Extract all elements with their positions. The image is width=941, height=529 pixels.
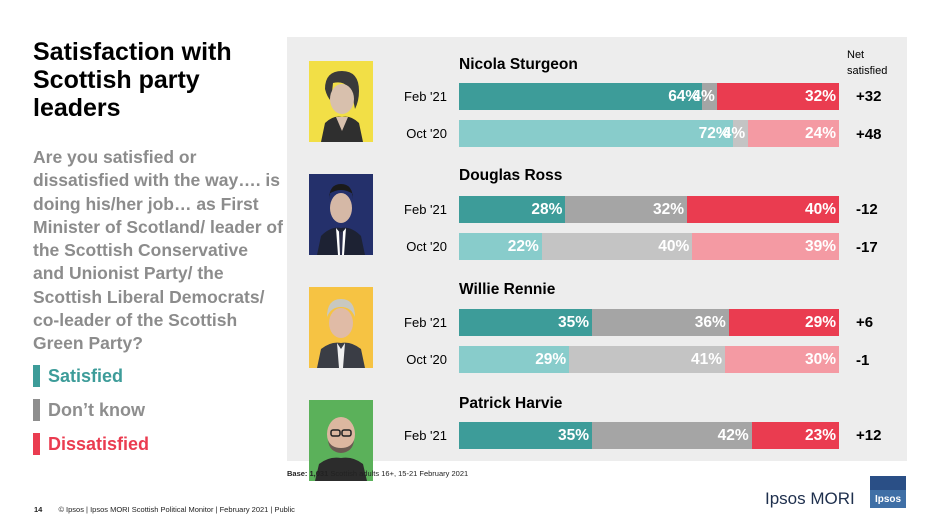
bar-data-label: 29% (535, 351, 567, 368)
ipsos-logo: Ipsos (870, 476, 906, 508)
bar-data-label: 32% (653, 201, 685, 218)
base-note: Base: 1,031 Scottish adults 16+, 15-21 F… (287, 469, 468, 479)
bar-data-label: 40% (805, 201, 837, 218)
net-value: +12 (856, 427, 882, 444)
bar-data-label: 32% (805, 88, 837, 105)
net-value: +32 (856, 88, 882, 105)
footer: 14 © Ipsos | Ipsos MORI Scottish Politic… (34, 505, 295, 515)
bar-segment-dont-know (592, 309, 729, 336)
legend-label-satisfied: Satisfied (48, 366, 124, 386)
stacked-bar: 64% 4% 32% (459, 83, 839, 110)
bar-segment-dont-know (702, 83, 718, 110)
net-header-line-2: satisfied (847, 65, 888, 77)
period-label: Feb '21 (404, 428, 447, 443)
net-header-line-1: Net (847, 49, 865, 61)
logo-text: Ipsos (874, 494, 902, 505)
leader-name-rennie: Willie Rennie (459, 281, 556, 298)
bar-segment-satisfied (459, 233, 542, 260)
bar-data-label: 64% (668, 88, 700, 105)
bar-data-label: 39% (805, 238, 837, 255)
bar-segment-dont-know (732, 120, 748, 147)
bar-segment-dont-know (592, 422, 752, 449)
period-label: Feb '21 (404, 315, 447, 330)
bar-data-label: 4% (722, 125, 746, 142)
footer-text: © Ipsos | Ipsos MORI Scottish Political … (58, 505, 295, 514)
bar-segment-dont-know (565, 196, 687, 223)
survey-question: Are you satisfied or dissatisfied with t… (33, 147, 283, 354)
stacked-bar: 35% 36% 29% (459, 309, 839, 336)
leader-name-ross: Douglas Ross (459, 167, 563, 184)
bar-data-label: 40% (658, 238, 690, 255)
leader-name-sturgeon: Nicola Sturgeon (459, 56, 578, 73)
bar-segment-satisfied (459, 346, 570, 373)
net-value: +6 (856, 314, 874, 331)
period-label: Oct '20 (406, 239, 447, 254)
net-value: -17 (856, 239, 878, 256)
bar-segment-dont-know (541, 233, 693, 260)
net-satisfied-header: Net satisfied (847, 47, 887, 79)
stacked-bar: 35% 42% 23% (459, 422, 839, 449)
legend-swatch-satisfied (33, 365, 40, 387)
bar-data-label: 24% (805, 125, 837, 142)
bar-segment-satisfied (459, 196, 566, 223)
bar-segment-dont-know (569, 346, 725, 373)
bar-data-label: 30% (805, 351, 837, 368)
sturgeon-photo (309, 61, 373, 142)
bar-segment-dissatisfied (751, 422, 839, 449)
net-value: -1 (856, 352, 870, 369)
bar-data-label: 28% (531, 201, 563, 218)
page-number: 14 (34, 505, 43, 514)
period-label: Oct '20 (406, 126, 447, 141)
bar-segment-dissatisfied (692, 233, 839, 260)
bar-segment-satisfied (459, 422, 592, 449)
legend-swatch-dissatisfied (33, 433, 40, 455)
legend-swatch-dont-know (33, 399, 40, 421)
base-note-bold: Base: 1,031 (287, 469, 329, 478)
net-value: +48 (856, 126, 882, 143)
stacked-bar: 29% 41% 30% (459, 346, 839, 373)
bar-data-label: 35% (558, 427, 590, 444)
rennie-photo (309, 287, 373, 368)
bar-data-label: 41% (691, 351, 723, 368)
harvie-photo (309, 400, 373, 481)
leader-name-harvie: Patrick Harvie (459, 395, 563, 412)
stacked-bar: 28% 32% 40% (459, 196, 839, 223)
bar-data-label: 4% (692, 88, 715, 105)
bar-data-label: 36% (694, 314, 726, 331)
legend-label-dissatisfied: Dissatisfied (48, 434, 150, 454)
stacked-bar: 22% 40% 39% (459, 233, 839, 260)
period-label: Feb '21 (404, 202, 447, 217)
period-label: Feb '21 (404, 89, 447, 104)
legend-label-dont-know: Don’t know (48, 400, 145, 420)
bar-data-label: 22% (507, 238, 539, 255)
bar-data-label: 29% (805, 314, 837, 331)
bar-data-label: 72% (698, 125, 730, 142)
base-note-text: Scottish adults 16+, 15-21 February 2021 (328, 469, 469, 478)
bar-segment-satisfied (459, 120, 733, 147)
net-value: -12 (856, 201, 878, 218)
stacked-bar: 72% 4% 24% (459, 120, 839, 147)
bar-segment-dissatisfied (725, 346, 839, 373)
bar-data-label: 23% (805, 427, 837, 444)
bar-data-label: 35% (558, 314, 590, 331)
logo-top-band (870, 476, 906, 490)
bar-segment-satisfied (459, 83, 703, 110)
bar-segment-satisfied (459, 309, 592, 336)
bar-segment-dissatisfied (717, 83, 839, 110)
period-label: Oct '20 (406, 352, 447, 367)
bar-segment-dissatisfied (687, 196, 839, 223)
bar-segment-dissatisfied (728, 309, 839, 336)
brand-name: Ipsos MORI (765, 489, 855, 508)
bar-segment-dissatisfied (747, 120, 839, 147)
slide-title: Satisfaction with Scottish party leaders (33, 38, 232, 122)
bar-data-label: 42% (717, 427, 749, 444)
ross-photo (309, 174, 373, 255)
